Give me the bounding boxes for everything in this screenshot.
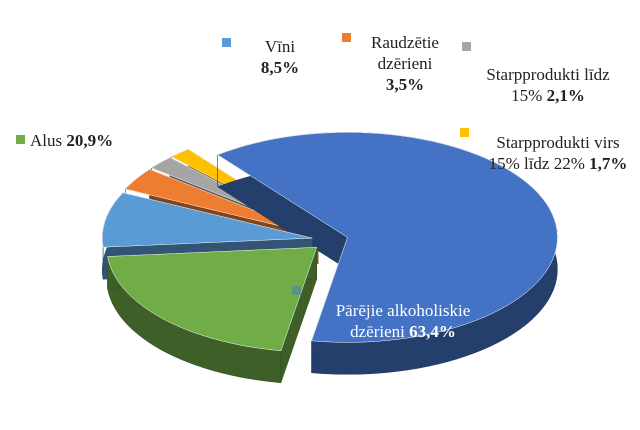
slice-label: Alus 20,9% — [30, 130, 170, 151]
legend-marker — [342, 33, 351, 42]
value-label: 8,5% — [260, 58, 300, 77]
category-name: Vīni — [264, 37, 296, 56]
category-name: Starpprodukti virs 15% līdz 22% — [488, 133, 620, 173]
value-label: 20,9% — [66, 131, 114, 150]
category-name: Alus — [30, 131, 63, 150]
value-label: 2,1% — [546, 86, 585, 105]
value-label: 3,5% — [385, 75, 425, 94]
category-name: Raudzētie dzērieni — [371, 33, 439, 73]
slice — [217, 132, 558, 343]
slice — [107, 247, 318, 352]
legend-marker — [460, 128, 469, 137]
legend-marker — [222, 38, 231, 47]
slice — [102, 192, 313, 248]
slice-label: Starpprodukti līdz 15% 2,1% — [484, 64, 612, 106]
legend-marker — [462, 42, 471, 51]
category-name: Starpprodukti līdz 15% — [486, 65, 610, 105]
value-label: 63,4% — [409, 322, 456, 341]
slice-label: Pārējie alkoholiskie dzērieni 63,4% — [308, 300, 498, 342]
value-label: 1,7% — [589, 154, 628, 173]
category-name: Pārējie alkoholiskie dzērieni — [335, 301, 471, 341]
slice-label: Vīni 8,5% — [248, 36, 312, 78]
legend-marker — [16, 135, 25, 144]
legend-marker — [292, 286, 301, 295]
slice-label: Raudzētie dzērieni 3,5% — [360, 32, 450, 95]
slice-label: Starpprodukti virs 15% līdz 22% 1,7% — [488, 132, 628, 174]
